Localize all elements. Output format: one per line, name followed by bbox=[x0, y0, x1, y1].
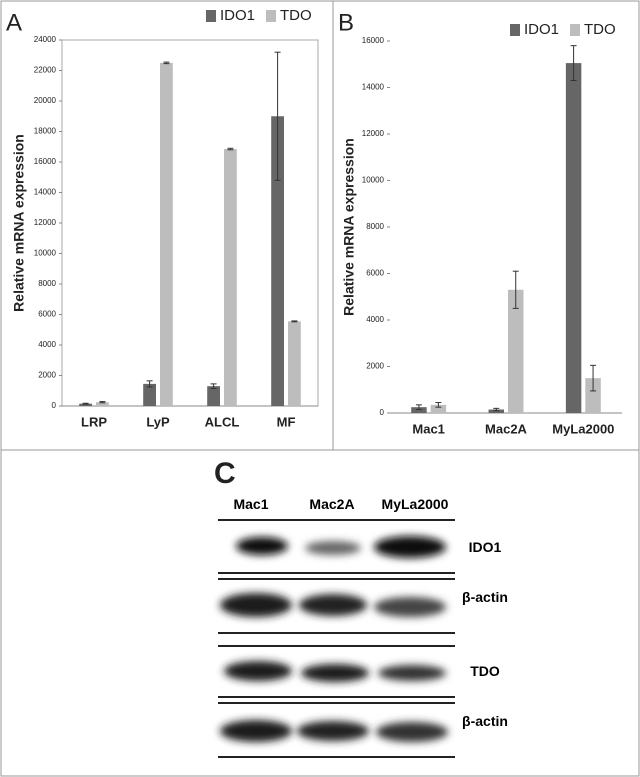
x-tick-label: LRP bbox=[81, 414, 107, 429]
x-tick-label: MF bbox=[277, 414, 296, 429]
y-tick-label: 18000 bbox=[34, 127, 57, 136]
y-tick-label: 12000 bbox=[34, 218, 57, 227]
y-tick-label: 16000 bbox=[362, 36, 385, 45]
legend-swatch bbox=[510, 24, 520, 36]
bar bbox=[207, 386, 220, 406]
panel-label: C bbox=[214, 457, 236, 490]
bar bbox=[585, 378, 601, 413]
bar bbox=[143, 383, 156, 406]
legend-label: TDO bbox=[280, 7, 312, 24]
bar bbox=[79, 403, 92, 406]
lane-label: Mac2A bbox=[309, 496, 355, 512]
y-tick-label: 14000 bbox=[34, 188, 57, 197]
bar bbox=[288, 321, 301, 406]
y-tick-label: 4000 bbox=[366, 315, 384, 324]
legend-label: IDO1 bbox=[524, 21, 559, 38]
y-tick-label: 6000 bbox=[366, 269, 384, 278]
lane-label: Mac1 bbox=[233, 496, 269, 512]
legend-label: TDO bbox=[584, 21, 616, 38]
bar bbox=[224, 149, 237, 406]
y-tick-label: 2000 bbox=[38, 371, 56, 380]
panel-label: A bbox=[6, 9, 22, 36]
x-tick-label: MyLa2000 bbox=[552, 421, 614, 436]
y-tick-label: 0 bbox=[52, 401, 57, 410]
y-tick-label: 14000 bbox=[362, 83, 385, 92]
bar bbox=[508, 289, 524, 413]
y-tick-label: 2000 bbox=[366, 362, 384, 371]
y-tick-label: 20000 bbox=[34, 96, 57, 105]
y-tick-label: 6000 bbox=[38, 310, 56, 319]
bar bbox=[160, 62, 173, 406]
bar bbox=[411, 407, 427, 413]
y-tick-label: 0 bbox=[380, 408, 385, 417]
x-tick-label: Mac2A bbox=[485, 421, 528, 436]
y-tick-label: 12000 bbox=[362, 129, 385, 138]
legend-swatch bbox=[266, 10, 276, 22]
plot-frame bbox=[390, 41, 622, 413]
legend-label: IDO1 bbox=[220, 7, 255, 24]
y-tick-label: 24000 bbox=[34, 35, 57, 44]
bar bbox=[488, 409, 504, 413]
legend-swatch bbox=[206, 10, 216, 22]
blot bbox=[218, 519, 455, 758]
y-tick-label: 8000 bbox=[38, 279, 56, 288]
y-tick-label: 10000 bbox=[34, 249, 57, 258]
y-axis-title: Relative mRNA expression bbox=[341, 138, 357, 316]
y-axis-title: Relative mRNA expression bbox=[11, 134, 27, 312]
legend-swatch bbox=[570, 24, 580, 36]
bar bbox=[271, 116, 284, 406]
y-tick-label: 10000 bbox=[362, 176, 385, 185]
x-tick-label: LyP bbox=[146, 414, 170, 429]
y-tick-label: 16000 bbox=[34, 157, 57, 166]
y-tick-label: 4000 bbox=[38, 340, 56, 349]
bar bbox=[430, 404, 447, 413]
bar bbox=[565, 63, 582, 414]
y-tick-label: 8000 bbox=[366, 222, 384, 231]
row-label: TDO bbox=[470, 663, 500, 679]
row-label: β-actin bbox=[462, 713, 508, 729]
y-tick-label: 22000 bbox=[34, 66, 57, 75]
x-tick-label: Mac1 bbox=[412, 421, 445, 436]
row-label: IDO1 bbox=[468, 539, 502, 555]
bar bbox=[96, 402, 109, 406]
x-tick-label: ALCL bbox=[205, 414, 240, 429]
panel-label: B bbox=[338, 9, 354, 36]
lane-label: MyLa2000 bbox=[381, 496, 449, 512]
row-label: β-actin bbox=[462, 589, 508, 605]
